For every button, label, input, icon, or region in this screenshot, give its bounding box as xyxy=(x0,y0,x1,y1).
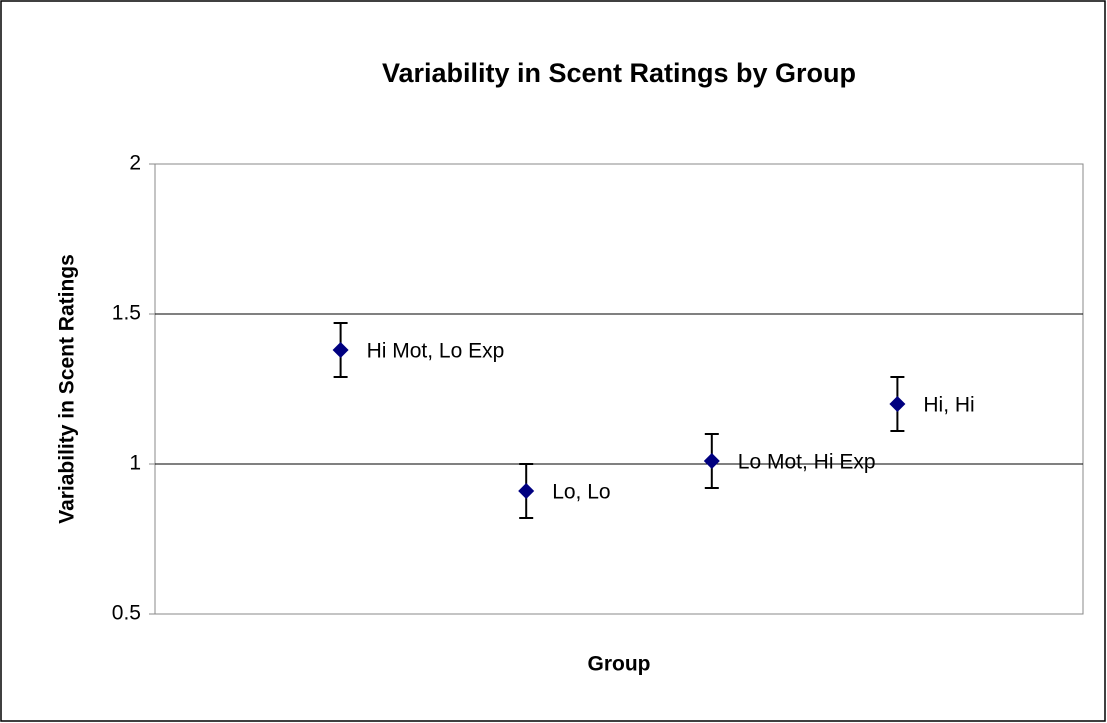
plot-area xyxy=(154,163,1084,615)
point xyxy=(889,396,906,412)
data-label: Hi, Hi xyxy=(923,394,974,417)
data-label: Lo Mot, Hi Exp xyxy=(738,451,876,474)
y-axis-label: Variability in Scent Ratings xyxy=(56,254,79,524)
data-label: Hi Mot, Lo Exp xyxy=(367,340,505,363)
data-label: Lo, Lo xyxy=(552,481,610,504)
point xyxy=(518,483,535,499)
y-tick-label: 2 xyxy=(129,152,141,175)
point xyxy=(332,342,349,358)
chart-title: Variability in Scent Ratings by Group xyxy=(382,58,856,88)
x-axis-label: Group xyxy=(588,653,651,676)
point xyxy=(703,453,720,469)
y-tick-label: 1.5 xyxy=(112,302,141,325)
y-tick-label: 0.5 xyxy=(112,602,141,625)
y-tick-label: 1 xyxy=(129,452,141,475)
